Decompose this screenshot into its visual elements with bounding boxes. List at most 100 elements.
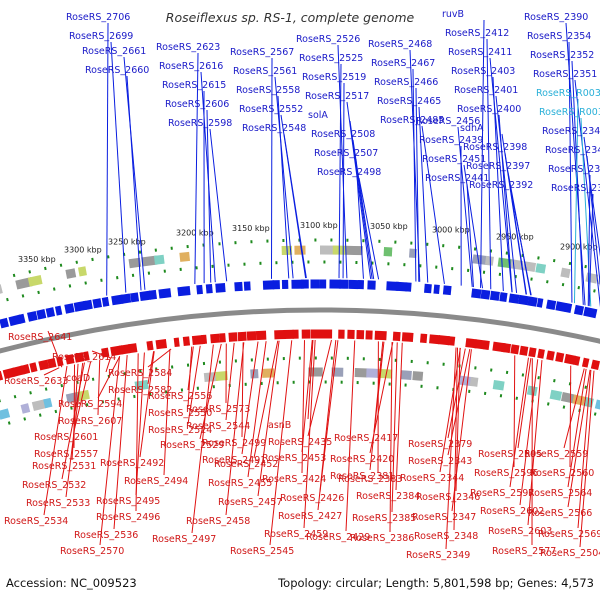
callout-line	[588, 193, 594, 307]
feature-block	[20, 403, 31, 414]
gene-label: RoseRS_2507	[314, 148, 378, 159]
gene-label: RoseRS_2598	[168, 118, 232, 129]
callout-line	[241, 341, 259, 455]
callout-line	[126, 75, 142, 291]
forward-gene	[536, 297, 544, 308]
forward-gene	[546, 299, 557, 310]
gene-label: RoseRS_2548	[242, 123, 306, 134]
callout-line	[486, 38, 492, 290]
callout-line	[480, 19, 485, 288]
gene-label: RoseRS_2344	[400, 473, 464, 484]
callout-line	[567, 369, 591, 508]
reverse-gene	[447, 336, 456, 346]
tick-label: 3050 kbp	[370, 222, 408, 231]
callout-line	[135, 353, 139, 512]
callout-line	[517, 357, 532, 449]
callout-line	[113, 355, 128, 530]
callout-line	[358, 177, 380, 280]
gene-label: RoseRS_2352	[530, 50, 594, 61]
gene-label: RoseRS_2561	[233, 66, 297, 77]
gene-label: RoseRS_2606	[165, 99, 229, 110]
gene-label: RoseRS_2519	[302, 72, 366, 83]
gene-label: RoseRS_2459	[264, 529, 328, 540]
forward-gene	[158, 288, 172, 299]
gene-label: RoseRS_2573	[186, 404, 250, 415]
gene-label: RoseRS_2401	[454, 85, 518, 96]
gene-label: RoseRS_2566	[528, 508, 592, 519]
reverse-gene	[537, 348, 545, 359]
feature-block	[215, 371, 228, 381]
gene-label: RoseRS_2556	[148, 391, 212, 402]
gene-label: RoseRS_2492	[100, 458, 164, 469]
summary-text: Topology: circular; Length: 5,801,598 bp…	[278, 576, 594, 590]
gene-label: RoseRS_2411	[448, 47, 512, 58]
forward-gene	[555, 301, 567, 312]
callout-line	[445, 347, 457, 550]
callout-line	[389, 342, 393, 533]
gene-label: RoseRS_2439	[419, 135, 483, 146]
callout-line	[421, 125, 445, 285]
reverse-gene	[237, 331, 247, 342]
feature-block	[27, 275, 43, 287]
callout-line	[498, 114, 513, 293]
callout-lines	[43, 19, 600, 550]
reverse-gene	[501, 342, 512, 354]
tick-label: 3200 kbp	[176, 229, 214, 238]
callout-line	[247, 341, 267, 478]
callout-line	[466, 183, 474, 288]
gene-label: RoseRS_2340	[551, 183, 600, 194]
forward-gene	[499, 292, 508, 303]
gene-label: RoseRS_2602	[480, 506, 544, 517]
callout-line	[563, 368, 585, 449]
callout-line	[574, 79, 600, 308]
feature-block	[261, 368, 275, 378]
callout-line	[253, 340, 279, 459]
gene-label: RoseRS_2615	[162, 80, 226, 91]
gene-label: RoseRS_2596	[474, 468, 538, 479]
gene-label: RoseRS_R0036	[539, 107, 600, 118]
reverse-gene	[401, 332, 414, 342]
gene-label: RoseRS_2498	[317, 167, 381, 178]
forward-gene	[64, 303, 75, 314]
gene-label: RoseRS_2485	[380, 115, 444, 126]
forward-gene	[583, 306, 598, 319]
callout-line	[455, 347, 461, 492]
reverse-gene	[182, 336, 191, 346]
callout-line	[206, 109, 212, 283]
reverse-gene	[101, 347, 110, 358]
gene-label: asnB	[268, 420, 291, 431]
reverse-gene	[65, 354, 75, 365]
callout-line	[369, 341, 385, 471]
gene-label: RoseRS_2427	[278, 511, 342, 522]
feature-block	[77, 266, 87, 277]
callout-line	[123, 56, 146, 290]
gene-label: RoseRS_R0037	[536, 88, 600, 99]
gene-label: RoseRS_2465	[377, 96, 441, 107]
gene-label: RoseRS_2706	[66, 12, 130, 23]
genome-backbone	[0, 307, 600, 354]
feature-block	[128, 257, 142, 269]
reverse-gene	[483, 340, 490, 351]
gene-label: RoseRS_2495	[96, 496, 160, 507]
callout-line	[573, 98, 579, 304]
callout-line	[187, 346, 193, 408]
gene-label: RoseRS_2558	[236, 85, 300, 96]
callout-line	[301, 340, 306, 474]
callout-line	[97, 359, 101, 416]
forward-gene	[196, 284, 203, 295]
reverse-gene	[47, 357, 57, 369]
reverse-gene	[510, 344, 520, 355]
forward-gene	[527, 296, 538, 307]
forward-gene	[424, 283, 432, 294]
gene-label: coaD	[66, 373, 90, 384]
gene-label: RoseRS_2496	[96, 512, 160, 523]
callout-line	[571, 60, 584, 305]
callout-line	[337, 44, 348, 279]
forward-gene	[489, 290, 500, 301]
callout-line	[135, 352, 145, 496]
gene-label: RoseRS_2559	[524, 449, 588, 460]
callout-line	[269, 340, 293, 546]
reverse-gene	[29, 362, 38, 373]
reverse-gene	[573, 355, 581, 366]
gene-label: RoseRS_2564	[528, 488, 592, 499]
